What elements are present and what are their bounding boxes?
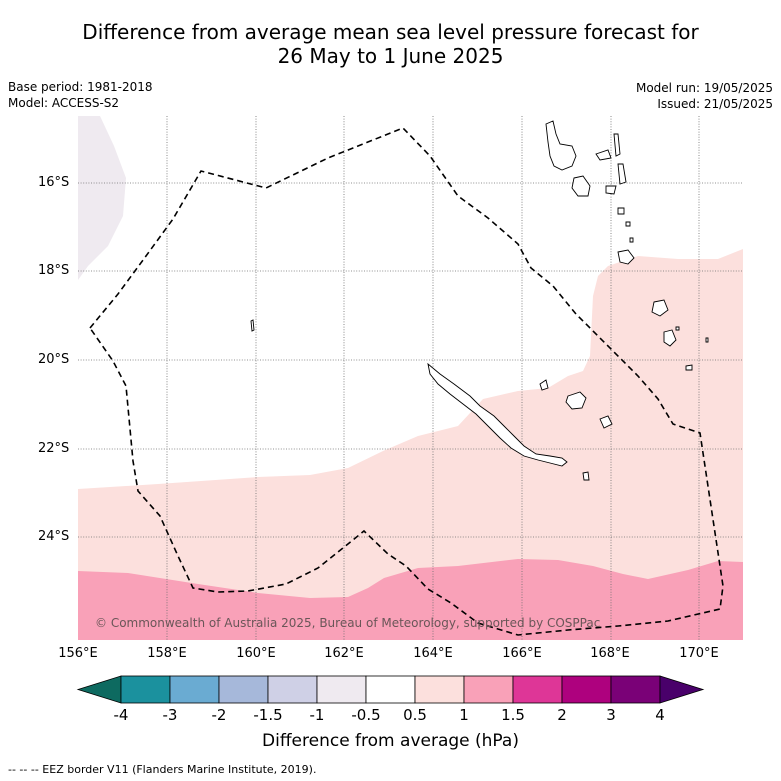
vanuatu-tanna	[663, 329, 677, 347]
region-1-to-1-5	[78, 559, 743, 640]
colorbar-cell	[169, 675, 220, 704]
colorbar-cell	[463, 675, 514, 704]
colorbar-cell	[267, 675, 318, 704]
vanuatu-islet-b	[629, 237, 634, 243]
colorbar-cell	[512, 675, 563, 704]
lon-label-168e: 168°E	[590, 646, 630, 661]
lat-label-20s: 20°S	[38, 352, 70, 367]
vanuatu-malekula	[571, 175, 591, 197]
colorbar-cell	[120, 675, 171, 704]
colorbar-tick: 1.5	[501, 706, 525, 724]
region-minus-1-to-minus-0-5	[78, 116, 126, 280]
lon-label-170e: 170°E	[679, 646, 719, 661]
eez-border	[88, 127, 724, 636]
colorbar-tick: -1.5	[253, 706, 283, 724]
model-label: Model: ACCESS-S2	[8, 96, 120, 110]
base-period-label: Base period: 1981-2018	[8, 80, 153, 94]
vanuatu-pentecost	[617, 163, 627, 185]
vanuatu-islet-a	[625, 221, 631, 227]
coastlines	[250, 120, 709, 481]
colorbar-cells	[76, 675, 705, 704]
colorbar-cell	[316, 675, 367, 704]
colorbar-extend-min	[76, 675, 122, 704]
vanuatu-ambae	[595, 149, 612, 161]
lon-label-158e: 158°E	[147, 646, 187, 661]
vanuatu-espiritu-santo	[545, 120, 577, 171]
colorbar-tick: 1	[459, 706, 469, 724]
colorbar-tick: -2	[211, 706, 227, 724]
vanuatu-epi	[617, 207, 625, 215]
lon-label-160e: 160°E	[236, 646, 276, 661]
vanuatu-ambrym	[605, 185, 617, 195]
lon-label-156e: 156°E	[58, 646, 98, 661]
chart-title-line-1: Difference from average mean sea level p…	[82, 20, 699, 44]
colorbar-tick: 3	[606, 706, 616, 724]
island-small-1	[582, 471, 590, 481]
pressure-anomaly-map: © Commonwealth of Australia 2025, Bureau…	[78, 116, 743, 640]
lon-label-166e: 166°E	[502, 646, 542, 661]
island-loyalty-ouvea	[539, 379, 549, 391]
colorbar-cell	[610, 675, 661, 704]
lat-label-16s: 16°S	[38, 175, 70, 190]
colorbar-cell	[218, 675, 269, 704]
colorbar-tick: 0.5	[403, 706, 427, 724]
colorbar-tick: -3	[162, 706, 178, 724]
model-run-label: Model run: 19/05/2025	[635, 81, 773, 95]
vanuatu-aneityum	[685, 364, 693, 371]
new-caledonia-island	[427, 362, 568, 467]
gridlines	[78, 116, 743, 640]
colorbar-cell	[414, 675, 465, 704]
vanuatu-erromango	[651, 299, 669, 317]
colorbar-tick: 4	[655, 706, 665, 724]
colorbar-label: Difference from average (hPa)	[262, 731, 519, 751]
vanuatu-efate	[617, 249, 635, 265]
colorbar-tick: -4	[113, 706, 129, 724]
island-loyalty-mare	[599, 415, 613, 429]
vanuatu-maewo	[613, 133, 621, 157]
colorbar-cell	[561, 675, 612, 704]
colorbar-tick: 2	[557, 706, 567, 724]
issued-label: Issued: 21/05/2025	[657, 97, 773, 111]
copyright-notice: © Commonwealth of Australia 2025, Bureau…	[95, 616, 600, 630]
colorbar-tick: -1	[309, 706, 325, 724]
region-0-5-to-1	[78, 249, 743, 640]
vanuatu-islet-c	[675, 326, 680, 331]
lat-label-22s: 22°S	[38, 441, 70, 456]
eez-border-note: -- -- -- EEZ border V11 (Flanders Marine…	[8, 763, 317, 776]
lat-label-24s: 24°S	[38, 529, 70, 544]
colorbar-cell	[365, 675, 416, 704]
lat-label-18s: 18°S	[38, 263, 70, 278]
chesterfield-islet	[250, 319, 255, 332]
lon-label-164e: 164°E	[413, 646, 453, 661]
lon-label-162e: 162°E	[324, 646, 364, 661]
island-loyalty-lifou	[565, 391, 587, 410]
vanuatu-islet-d	[705, 337, 709, 343]
chart-title-line-2: 26 May to 1 June 2025	[277, 44, 504, 68]
colorbar	[76, 675, 705, 704]
colorbar-extend-max	[659, 675, 705, 704]
colorbar-tick: -0.5	[351, 706, 381, 724]
